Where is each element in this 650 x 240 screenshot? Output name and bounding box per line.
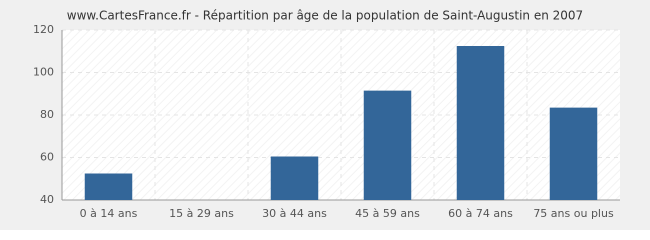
bar (270, 156, 319, 200)
y-tick-label: 60 (40, 151, 54, 164)
chart: www.CartesFrance.fr - Répartition par âg… (0, 0, 650, 230)
bar (84, 173, 133, 200)
bar (456, 46, 505, 200)
x-tick-label: 0 à 14 ans (80, 207, 138, 220)
bar (549, 107, 598, 200)
y-tick-label: 40 (40, 193, 54, 206)
y-tick-label: 100 (33, 66, 54, 79)
y-tick-label: 80 (40, 108, 54, 121)
x-tick-label: 15 à 29 ans (169, 207, 234, 220)
x-tick-label: 60 à 74 ans (448, 207, 513, 220)
x-tick-label: 30 à 44 ans (262, 207, 327, 220)
x-tick-label: 45 à 59 ans (355, 207, 420, 220)
bar (363, 90, 412, 200)
chart-title: www.CartesFrance.fr - Répartition par âg… (67, 9, 583, 23)
x-tick-label: 75 ans ou plus (533, 207, 614, 220)
y-tick-label: 120 (33, 23, 54, 36)
